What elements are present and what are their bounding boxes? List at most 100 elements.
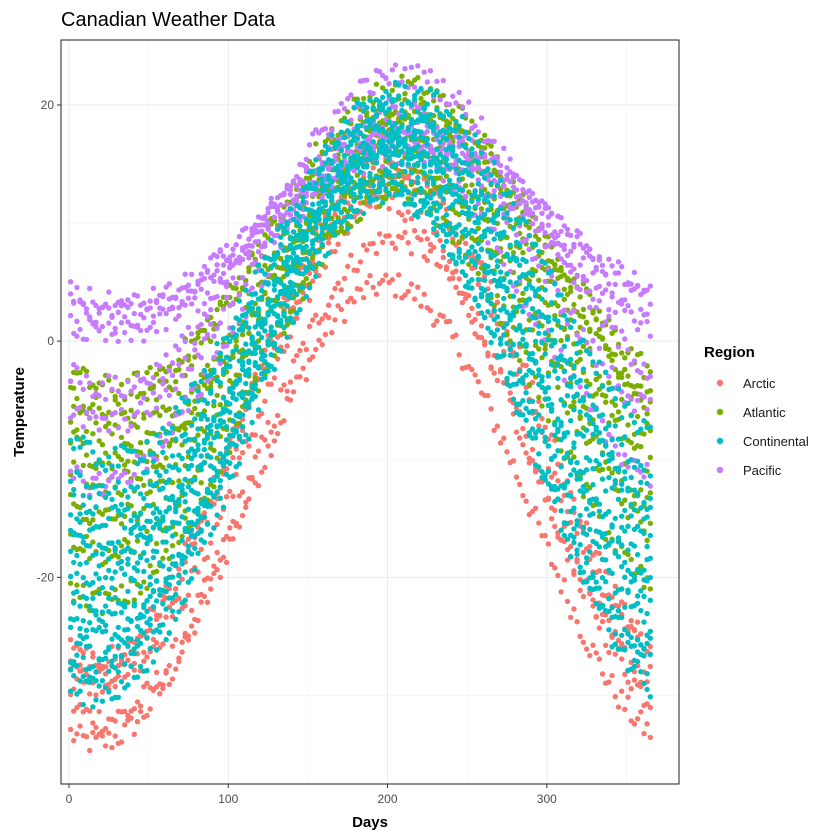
data-point <box>67 580 74 586</box>
data-point <box>462 160 469 166</box>
data-point <box>615 270 622 276</box>
data-point <box>144 540 150 547</box>
data-point <box>166 430 172 436</box>
data-point <box>182 499 188 505</box>
data-point <box>71 708 77 714</box>
data-point <box>532 342 539 349</box>
data-point <box>568 472 574 478</box>
data-point <box>488 229 494 235</box>
data-point <box>332 211 338 217</box>
data-point <box>539 415 545 422</box>
data-point <box>290 358 297 364</box>
data-point <box>93 483 99 489</box>
data-point <box>478 150 485 156</box>
data-point <box>246 236 252 242</box>
data-point <box>609 455 615 462</box>
data-point <box>329 179 335 185</box>
data-point <box>201 327 208 334</box>
data-point <box>491 159 497 165</box>
data-point <box>198 378 204 385</box>
data-point <box>249 305 255 311</box>
data-point <box>596 461 603 468</box>
data-point <box>128 478 134 484</box>
data-point <box>638 479 644 485</box>
data-point <box>437 263 443 270</box>
data-point <box>507 189 513 196</box>
data-point <box>115 560 122 566</box>
data-point <box>561 343 567 349</box>
data-point <box>558 589 564 595</box>
data-point <box>532 216 539 222</box>
data-point <box>217 320 223 326</box>
data-point <box>628 686 634 692</box>
data-point <box>507 390 513 396</box>
data-point <box>370 117 376 123</box>
data-point <box>74 318 80 324</box>
data-point <box>587 246 593 252</box>
data-point <box>204 554 211 561</box>
data-point <box>641 431 647 437</box>
data-point <box>220 262 227 268</box>
data-point <box>625 303 631 309</box>
data-point <box>173 586 179 592</box>
data-point <box>71 737 77 744</box>
data-point <box>294 219 300 226</box>
data-point <box>504 449 510 455</box>
data-point <box>625 422 631 428</box>
data-point <box>166 505 172 512</box>
data-point <box>583 243 590 249</box>
data-point <box>497 276 504 282</box>
data-point <box>539 403 545 409</box>
data-point <box>74 395 80 402</box>
data-point <box>217 557 223 563</box>
data-point <box>239 427 246 434</box>
data-point <box>118 501 125 508</box>
data-point <box>99 689 106 695</box>
data-point <box>233 280 239 287</box>
data-point <box>619 374 625 381</box>
data-point <box>322 126 329 132</box>
data-point <box>313 312 319 318</box>
data-point <box>619 328 625 334</box>
data-point <box>354 163 360 170</box>
data-point <box>536 398 542 405</box>
data-point <box>510 225 517 231</box>
data-point <box>625 547 631 553</box>
data-point <box>87 520 93 527</box>
data-point <box>137 390 144 397</box>
data-point <box>185 436 192 443</box>
data-point <box>99 323 106 330</box>
data-point <box>529 221 536 227</box>
data-point <box>402 143 408 150</box>
data-point <box>469 118 475 124</box>
data-point <box>434 162 440 168</box>
data-point <box>112 595 118 601</box>
data-point <box>131 603 137 609</box>
data-point <box>424 141 430 147</box>
data-point <box>370 107 376 113</box>
data-point <box>507 242 513 248</box>
data-point <box>456 276 462 282</box>
data-point <box>150 313 157 319</box>
data-point <box>115 425 122 431</box>
data-point <box>214 549 220 556</box>
data-point <box>243 225 249 231</box>
data-point <box>364 247 370 253</box>
data-point <box>208 428 214 434</box>
data-point <box>542 287 548 293</box>
data-point <box>548 516 555 522</box>
data-point <box>539 296 545 302</box>
data-point <box>459 170 466 176</box>
data-point <box>281 225 287 231</box>
data-point <box>141 524 147 530</box>
data-point <box>628 579 634 585</box>
data-point <box>424 180 430 186</box>
data-point <box>434 318 440 324</box>
data-point <box>360 95 367 102</box>
data-point <box>230 252 236 258</box>
data-point <box>67 548 74 555</box>
data-point <box>647 574 653 581</box>
data-point <box>102 467 109 473</box>
data-point <box>284 343 290 349</box>
data-point <box>233 242 239 248</box>
